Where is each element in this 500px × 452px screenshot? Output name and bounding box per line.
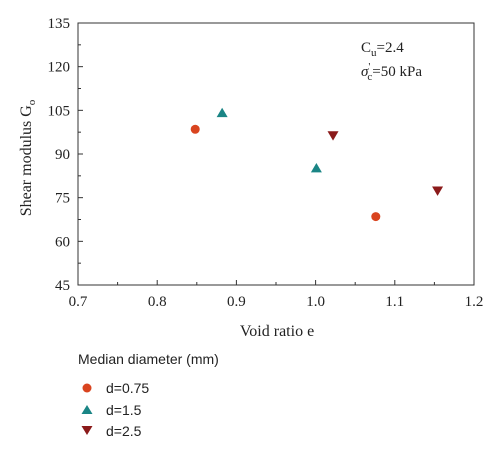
- legend-circle-marker: [82, 383, 92, 393]
- sigma-value: =50 kPa: [372, 64, 422, 80]
- sigma-prime: ': [368, 61, 370, 73]
- legend-label-d075: d=0.75: [106, 380, 149, 396]
- legend-triangle-down-marker: [81, 426, 93, 435]
- x-tick-label: 1.0: [306, 294, 325, 310]
- x-tick-label: 0.9: [227, 294, 246, 310]
- data-point-triangle-up: [216, 107, 228, 118]
- legend-triangle-up-marker: [81, 405, 93, 414]
- y-axis: 45 60 75 90 105 120 135: [48, 16, 83, 294]
- y-tick-label: 60: [55, 234, 70, 250]
- x-tick-label: 0.7: [69, 294, 88, 310]
- data-points: [190, 107, 444, 222]
- y-tick-label: 120: [48, 60, 71, 76]
- y-tick-label: 105: [48, 103, 71, 119]
- data-point-triangle-up: [310, 163, 322, 173]
- cu-symbol: C: [361, 40, 371, 56]
- x-axis-title: Void ratio e: [240, 323, 314, 340]
- legend-item-d25: d=2.5: [81, 423, 142, 439]
- legend-item-d15: d=1.5: [81, 402, 142, 418]
- y-axis-title-subscript: o: [26, 99, 38, 105]
- y-tick-label: 75: [55, 191, 70, 207]
- y-tick-label: 135: [48, 16, 71, 32]
- sigma-symbol: σ: [361, 64, 369, 80]
- y-axis-title-main: Shear modulus G: [18, 105, 35, 217]
- x-tick-label: 1.1: [385, 294, 404, 310]
- legend-item-d075: d=0.75: [82, 380, 149, 396]
- data-point-triangle-down: [432, 186, 444, 196]
- data-point-circle: [371, 212, 381, 222]
- data-point-triangle-down: [327, 131, 339, 141]
- x-tick-label: 0.8: [148, 294, 167, 310]
- legend: Median diameter (mm) d=0.75 d=1.5 d=2.5: [78, 351, 219, 439]
- cu-annotation: Cu=2.4: [361, 40, 404, 59]
- legend-label-d15: d=1.5: [106, 402, 142, 418]
- legend-label-d25: d=2.5: [106, 423, 142, 439]
- data-point-circle: [190, 124, 200, 134]
- plot-area: [77, 22, 475, 286]
- x-tick-label: 1.2: [465, 294, 484, 310]
- x-axis: 0.7 0.8 0.9 1.0 1.1 1.2: [69, 280, 484, 310]
- plot-frame: [77, 22, 475, 286]
- cu-value: =2.4: [377, 40, 405, 56]
- y-tick-label: 90: [55, 147, 70, 163]
- sigma-annotation: σ' c=50 kPa: [361, 61, 422, 83]
- cu-subscript: u: [371, 47, 377, 59]
- legend-title: Median diameter (mm): [78, 351, 219, 367]
- y-axis-title: Shear modulus Go: [18, 99, 38, 216]
- sigma-subscript: c: [367, 71, 372, 83]
- y-tick-label: 45: [55, 278, 70, 294]
